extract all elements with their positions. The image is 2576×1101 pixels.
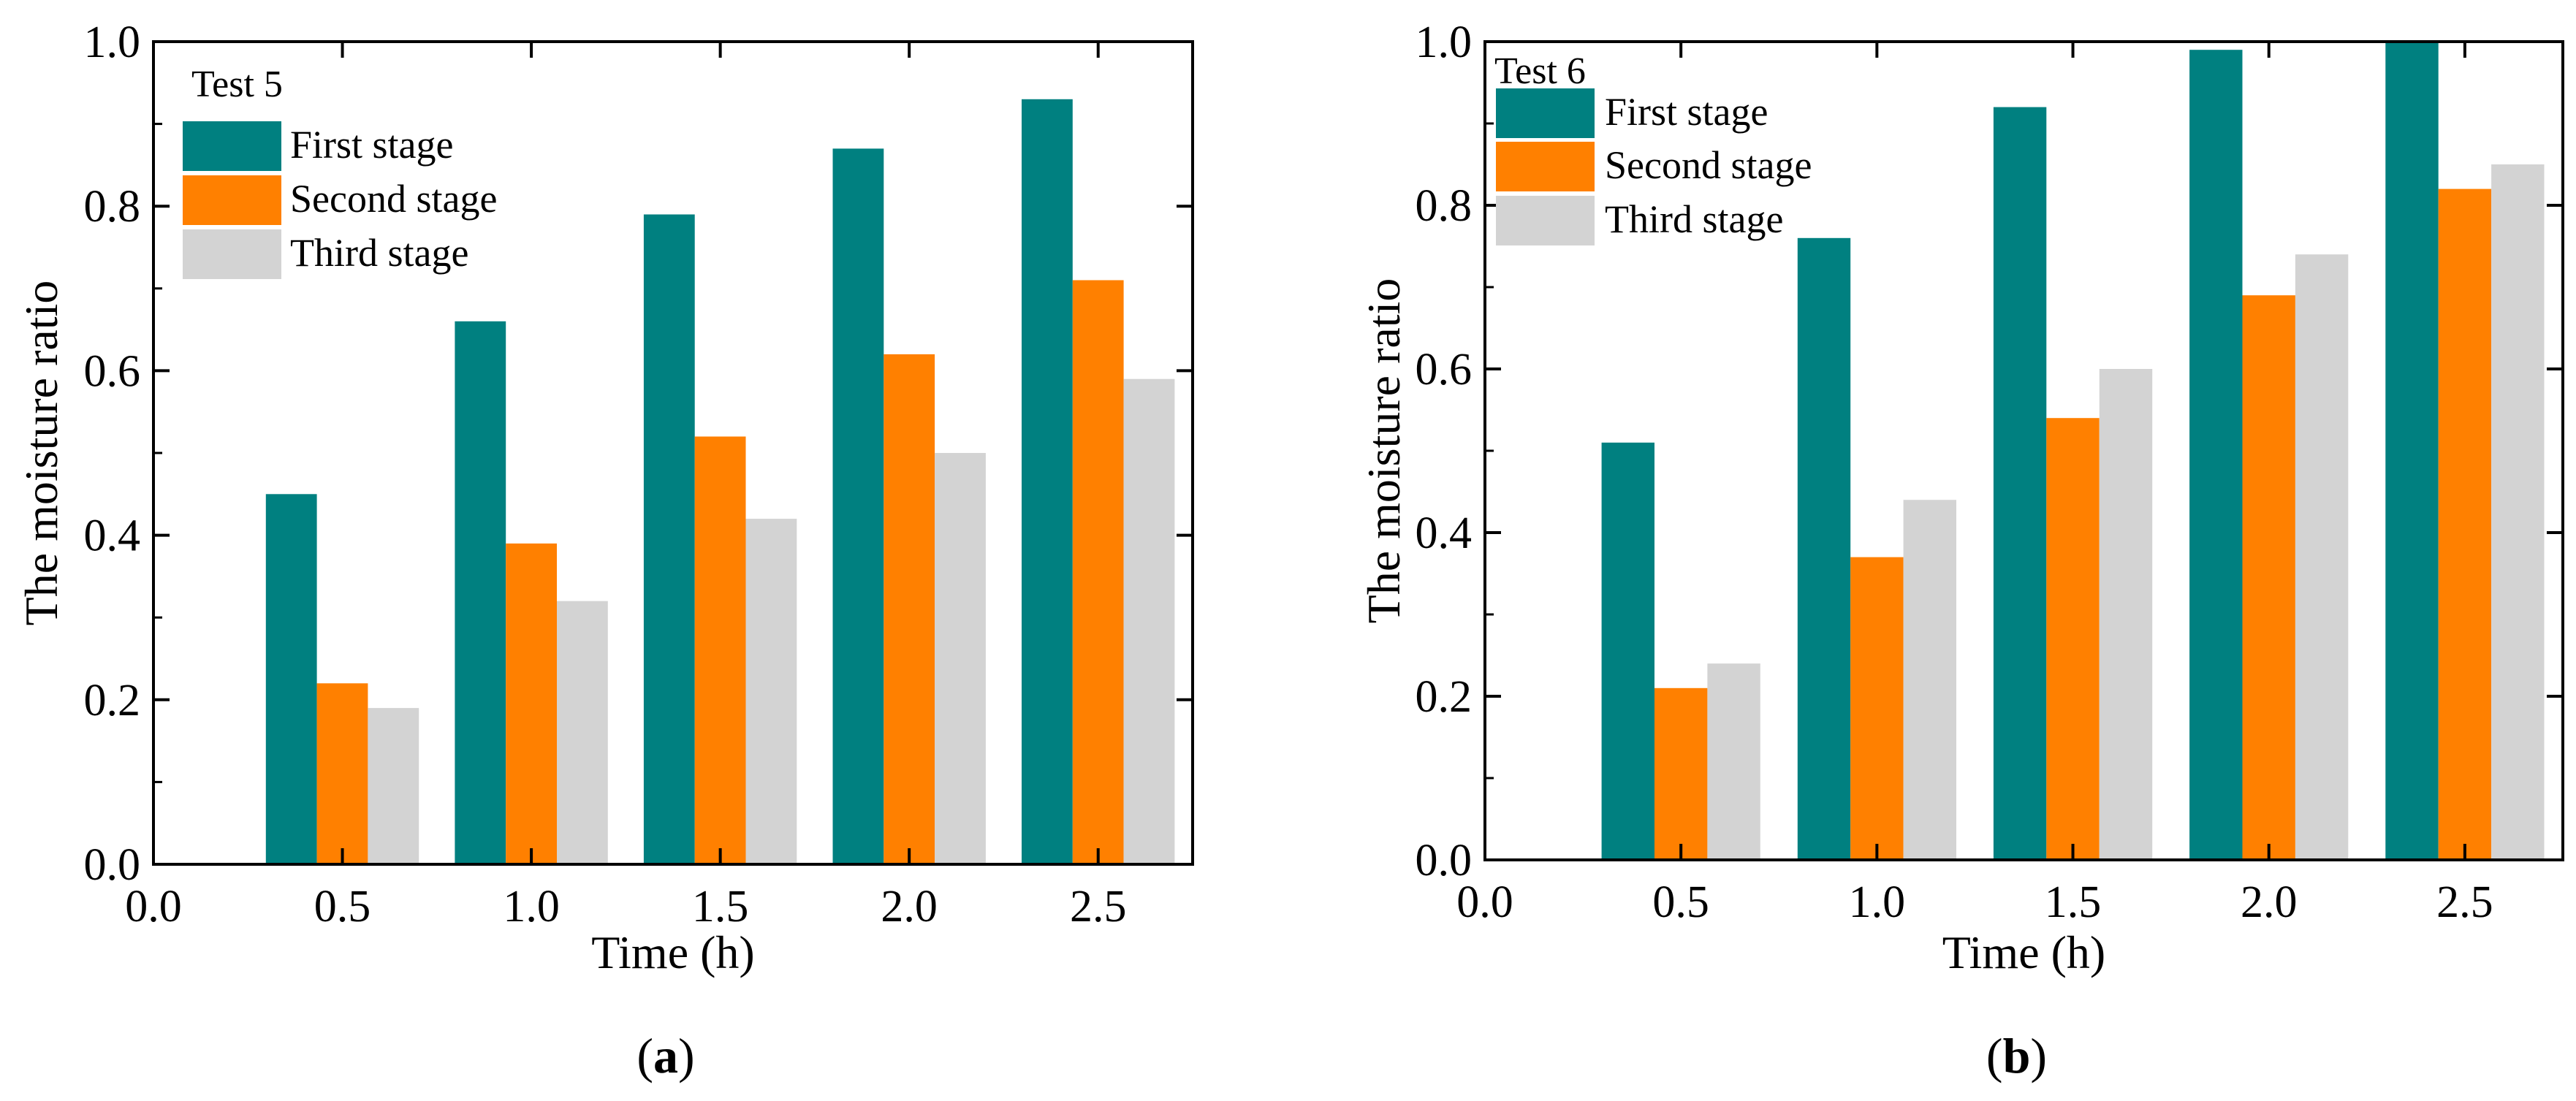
bar-third-stage-2 [2295, 254, 2349, 860]
y-tick-label: 0.6 [84, 346, 141, 396]
bar-third-stage-2-5 [1123, 378, 1175, 864]
bar-first-stage-2 [832, 148, 884, 864]
caption-letter: a [653, 1028, 678, 1083]
y-tick-label: 0.8 [84, 182, 141, 232]
x-tick-label: 1.0 [1849, 877, 1906, 927]
x-tick-label: 0.0 [1456, 877, 1513, 927]
caption-open-paren: ( [637, 1028, 653, 1083]
y-tick-label: 0.2 [84, 676, 141, 725]
bar-second-stage-2 [884, 354, 935, 864]
y-axis-title: The moisture ratio [1358, 278, 1410, 624]
bar-second-stage-2-5 [1072, 280, 1124, 864]
legend-label-first-stage: First stage [1605, 90, 1768, 134]
bar-third-stage-0-5 [1707, 663, 1760, 860]
x-tick-label: 1.5 [692, 882, 749, 932]
y-tick-label: 1.0 [84, 18, 141, 67]
y-tick-label: 0.2 [1416, 672, 1473, 722]
bar-second-stage-1 [506, 543, 557, 864]
y-tick-label: 0.4 [84, 511, 141, 561]
legend-swatch-third-stage [1496, 196, 1595, 245]
bar-first-stage-2 [2189, 50, 2243, 861]
x-tick-label: 1.0 [503, 882, 560, 932]
x-axis-title: Time (h) [591, 926, 754, 978]
bar-third-stage-2 [935, 453, 986, 864]
legend-label-third-stage: Third stage [1605, 197, 1783, 241]
legend-swatch-second-stage [1496, 142, 1595, 191]
bar-first-stage-0-5 [1601, 442, 1654, 860]
caption-open-paren: ( [1986, 1028, 2003, 1083]
x-tick-label: 2.0 [881, 882, 938, 932]
y-tick-label: 0.4 [1416, 508, 1473, 558]
legend-label-second-stage: Second stage [290, 177, 497, 221]
caption-close-paren: ) [2030, 1028, 2047, 1083]
x-tick-label: 0.5 [1652, 877, 1709, 927]
x-tick-label: 2.5 [1070, 882, 1127, 932]
x-axis-title: Time (h) [1942, 926, 2105, 978]
bar-third-stage-0-5 [368, 708, 419, 864]
legend-swatch-third-stage [183, 229, 281, 279]
bar-first-stage-1 [1797, 237, 1851, 860]
bar-second-stage-0-5 [316, 683, 368, 864]
y-tick-label: 0.8 [1416, 181, 1473, 231]
y-tick-label: 1.0 [1416, 18, 1473, 67]
bar-second-stage-0-5 [1654, 687, 1708, 860]
legend: Test 6 First stage Second stage Third stage [1494, 50, 1812, 245]
x-tick-label: 2.0 [2241, 877, 2298, 927]
panel-caption: (a) [637, 1028, 694, 1083]
legend-label-first-stage: First stage [290, 123, 454, 167]
x-tick-label: 1.5 [2045, 877, 2102, 927]
bar-second-stage-2 [2242, 295, 2295, 860]
panel-caption: (b) [1986, 1028, 2047, 1083]
bar-first-stage-1 [455, 321, 506, 864]
legend-swatch-first-stage [183, 121, 281, 171]
bar-second-stage-1 [1850, 557, 1904, 860]
bar-second-stage-2-5 [2438, 188, 2492, 861]
bar-second-stage-1-5 [2046, 418, 2100, 860]
y-tick-label: 0.0 [1416, 836, 1473, 885]
legend-label-second-stage: Second stage [1605, 143, 1812, 187]
bar-third-stage-1-5 [745, 519, 797, 864]
bar-first-stage-0-5 [265, 494, 317, 864]
bar-third-stage-1-5 [2099, 369, 2153, 860]
x-tick-label: 2.5 [2436, 877, 2493, 927]
chart-panel-a: 0.0 0.2 0.4 0.6 0.8 1.0 0.0 0.5 1.0 1.5 2.0 2.5 The … [15, 18, 1194, 1083]
bar-third-stage-1 [557, 601, 608, 864]
legend-title: Test 6 [1494, 50, 1586, 92]
caption-letter: b [2003, 1028, 2031, 1083]
bar-first-stage-2-5 [2385, 42, 2439, 860]
y-tick-label: 0.6 [1416, 345, 1473, 395]
chart-panel-b: 0.0 0.2 0.4 0.6 0.8 1.0 0.0 0.5 1.0 1.5 2.0 2.5 The … [1358, 18, 2564, 1083]
bar-second-stage-1-5 [694, 436, 746, 864]
bar-first-stage-1-5 [1993, 107, 2047, 861]
x-tick-label: 0.0 [125, 882, 182, 932]
y-axis-title: The moisture ratio [15, 281, 67, 626]
legend-swatch-first-stage [1496, 88, 1595, 138]
x-tick-label: 0.5 [314, 882, 371, 932]
caption-close-paren: ) [678, 1028, 695, 1083]
y-tick-label: 0.0 [84, 840, 141, 890]
bar-first-stage-2-5 [1022, 99, 1073, 864]
bar-third-stage-2-5 [2491, 164, 2545, 860]
legend-title: Test 5 [191, 64, 283, 105]
legend-swatch-second-stage [183, 175, 281, 225]
bar-third-stage-1 [1903, 500, 1956, 860]
bar-first-stage-1-5 [643, 214, 695, 864]
legend-label-third-stage: Third stage [290, 231, 468, 275]
